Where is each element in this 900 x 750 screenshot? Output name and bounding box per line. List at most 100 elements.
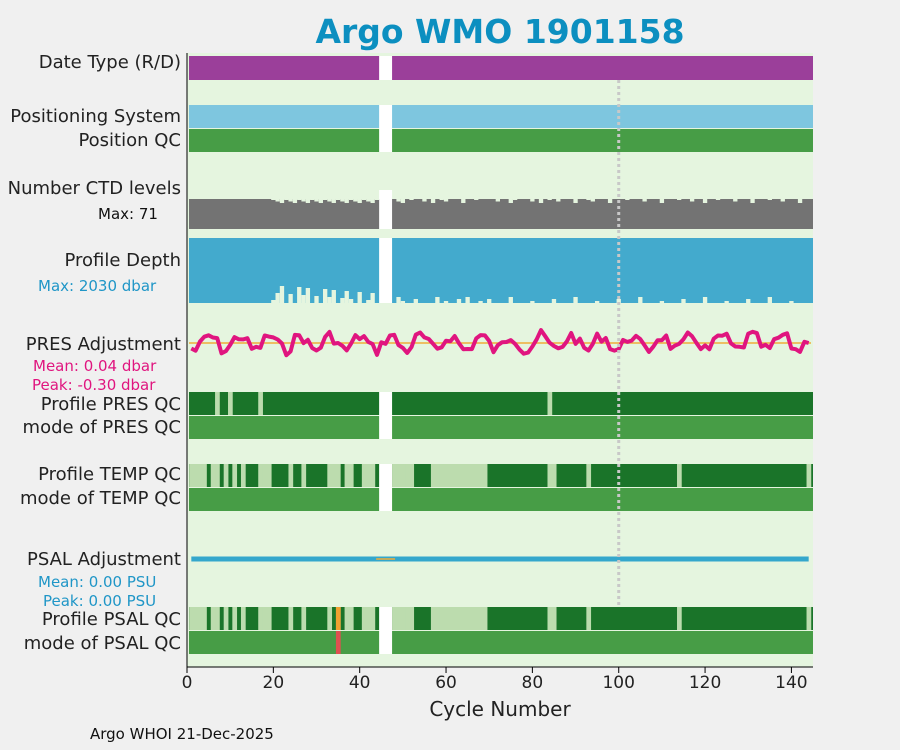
- psal-qc-light-cell: [474, 607, 479, 630]
- psal-qc-light-cell: [461, 607, 466, 630]
- psal-qc-light-cell: [430, 607, 436, 630]
- ctd-levels-notch: [361, 199, 367, 200]
- ctd-levels-notch: [409, 199, 414, 200]
- ctd-levels-notch: [659, 199, 665, 203]
- qc-rows-layer: [189, 56, 813, 654]
- profile-depth-notch: [443, 301, 449, 303]
- temp-qc-light-cell: [396, 464, 402, 487]
- ctd-levels-notch: [305, 199, 311, 203]
- profile-depth-notch: [508, 297, 513, 303]
- ctd-levels-notch: [715, 199, 721, 200]
- ctd-levels-notch: [573, 199, 578, 203]
- plot-background: [187, 53, 813, 667]
- profile-depth-notch: [301, 295, 306, 303]
- ctd-levels-notch: [340, 199, 345, 202]
- ctd-levels-band: [189, 199, 813, 229]
- temp-qc-light-cell: [232, 464, 238, 487]
- label-profile-psal-qc: Profile PSAL QC: [41, 609, 181, 630]
- temp-qc-light-cell: [482, 464, 488, 487]
- temp-qc-light-cell: [452, 464, 458, 487]
- profile-depth-notch: [400, 301, 406, 303]
- ctd-max-text: Max: 71: [98, 205, 158, 223]
- ctd-levels-notch: [348, 199, 354, 200]
- label-pres-adjustment: PRES Adjustment: [25, 334, 181, 355]
- position-qc-band: [189, 129, 813, 152]
- psal-qc-light-cell: [348, 607, 354, 630]
- temp-qc-light-cell: [430, 464, 436, 487]
- temp-qc-light-cell: [258, 464, 263, 487]
- ctd-levels-notch: [301, 199, 306, 202]
- profile-depth-notch: [638, 297, 643, 303]
- footer-credit: Argo WHOI 21-Dec-2025: [90, 725, 274, 743]
- temp-qc-light-cell: [262, 464, 268, 487]
- profile-depth-notch: [322, 289, 328, 303]
- psal-qc-light-cell: [301, 607, 307, 630]
- profile-pres-qc-band: [189, 392, 813, 415]
- temp-qc-light-cell: [197, 464, 203, 487]
- psal-qc-light-cell: [400, 607, 406, 630]
- ctd-levels-notch: [767, 199, 772, 200]
- psal-qc-light-cell: [392, 607, 397, 630]
- x-tick-label: 80: [521, 673, 544, 693]
- temp-qc-light-cell: [586, 464, 592, 487]
- psal-qc-light-cell: [366, 607, 371, 630]
- temp-qc-light-cell: [469, 464, 475, 487]
- psal-qc-light-cell: [482, 607, 488, 630]
- profile-depth-notch: [305, 288, 311, 303]
- pres-peak-text: Peak: -0.30 dbar: [32, 376, 156, 394]
- ctd-levels-notch: [474, 199, 479, 200]
- mode-pres-qc-band: [189, 416, 813, 439]
- ctd-levels-notch: [439, 199, 444, 200]
- psal-qc-light-cell: [478, 607, 484, 630]
- temp-qc-light-cell: [335, 464, 341, 487]
- psal-qc-flag-cell: [335, 607, 341, 630]
- ctd-levels-notch: [750, 199, 755, 203]
- temp-qc-light-cell: [465, 464, 471, 487]
- ctd-levels-notch: [310, 199, 315, 200]
- profile-depth-notch: [530, 301, 535, 303]
- label-mode-psal-qc: mode of PSAL QC: [23, 633, 181, 654]
- psal-qc-light-cell: [469, 607, 475, 630]
- ctd-levels-notch: [512, 199, 518, 200]
- ctd-levels-notch: [508, 199, 513, 203]
- temp-qc-light-cell: [327, 464, 333, 487]
- profile-depth-notch: [370, 293, 375, 303]
- psal-qc-light-cell: [551, 607, 557, 630]
- profile-depth-notch: [573, 297, 578, 303]
- temp-qc-light-cell: [435, 464, 440, 487]
- pres-qc-light-cell: [228, 392, 233, 415]
- ctd-levels-notch: [314, 199, 319, 202]
- label-mode-temp-qc: mode of TEMP QC: [19, 488, 181, 509]
- temp-qc-light-cell: [806, 464, 812, 487]
- psal-qc-light-cell: [586, 607, 592, 630]
- temp-qc-light-cell: [392, 464, 397, 487]
- profile-depth-notch: [396, 297, 401, 303]
- profile-depth-notch: [789, 301, 794, 303]
- profile-depth-notch: [681, 299, 686, 303]
- profile-depth-notch: [702, 297, 708, 303]
- temp-qc-light-cell: [409, 464, 415, 487]
- temp-qc-light-cell: [288, 464, 294, 487]
- temp-qc-light-cell: [202, 464, 207, 487]
- pres-qc-light-cell: [258, 392, 263, 415]
- ctd-levels-notch: [353, 199, 358, 202]
- temp-qc-light-cell: [215, 464, 220, 487]
- ctd-levels-notch: [275, 199, 280, 202]
- pres-qc-light-cell: [215, 392, 220, 415]
- psal-qc-light-cell: [197, 607, 203, 630]
- profile-depth-notch: [746, 299, 751, 303]
- chart-title: Argo WMO 1901158: [315, 12, 685, 51]
- data-gap: [379, 238, 393, 303]
- profile-depth-notch: [724, 301, 729, 303]
- ctd-levels-notch: [271, 199, 276, 200]
- psal-mean-text: Mean: 0.00 PSU: [38, 573, 157, 591]
- data-gap: [379, 392, 393, 439]
- temp-qc-light-cell: [223, 464, 229, 487]
- temp-qc-light-cell: [448, 464, 453, 487]
- x-tick-label: 140: [775, 673, 808, 693]
- ctd-levels-notch: [443, 199, 449, 202]
- label-profile-pres-qc: Profile PRES QC: [40, 394, 181, 415]
- ctd-levels-notch: [733, 199, 738, 202]
- psal-qc-light-cell: [288, 607, 294, 630]
- temp-qc-light-cell: [366, 464, 371, 487]
